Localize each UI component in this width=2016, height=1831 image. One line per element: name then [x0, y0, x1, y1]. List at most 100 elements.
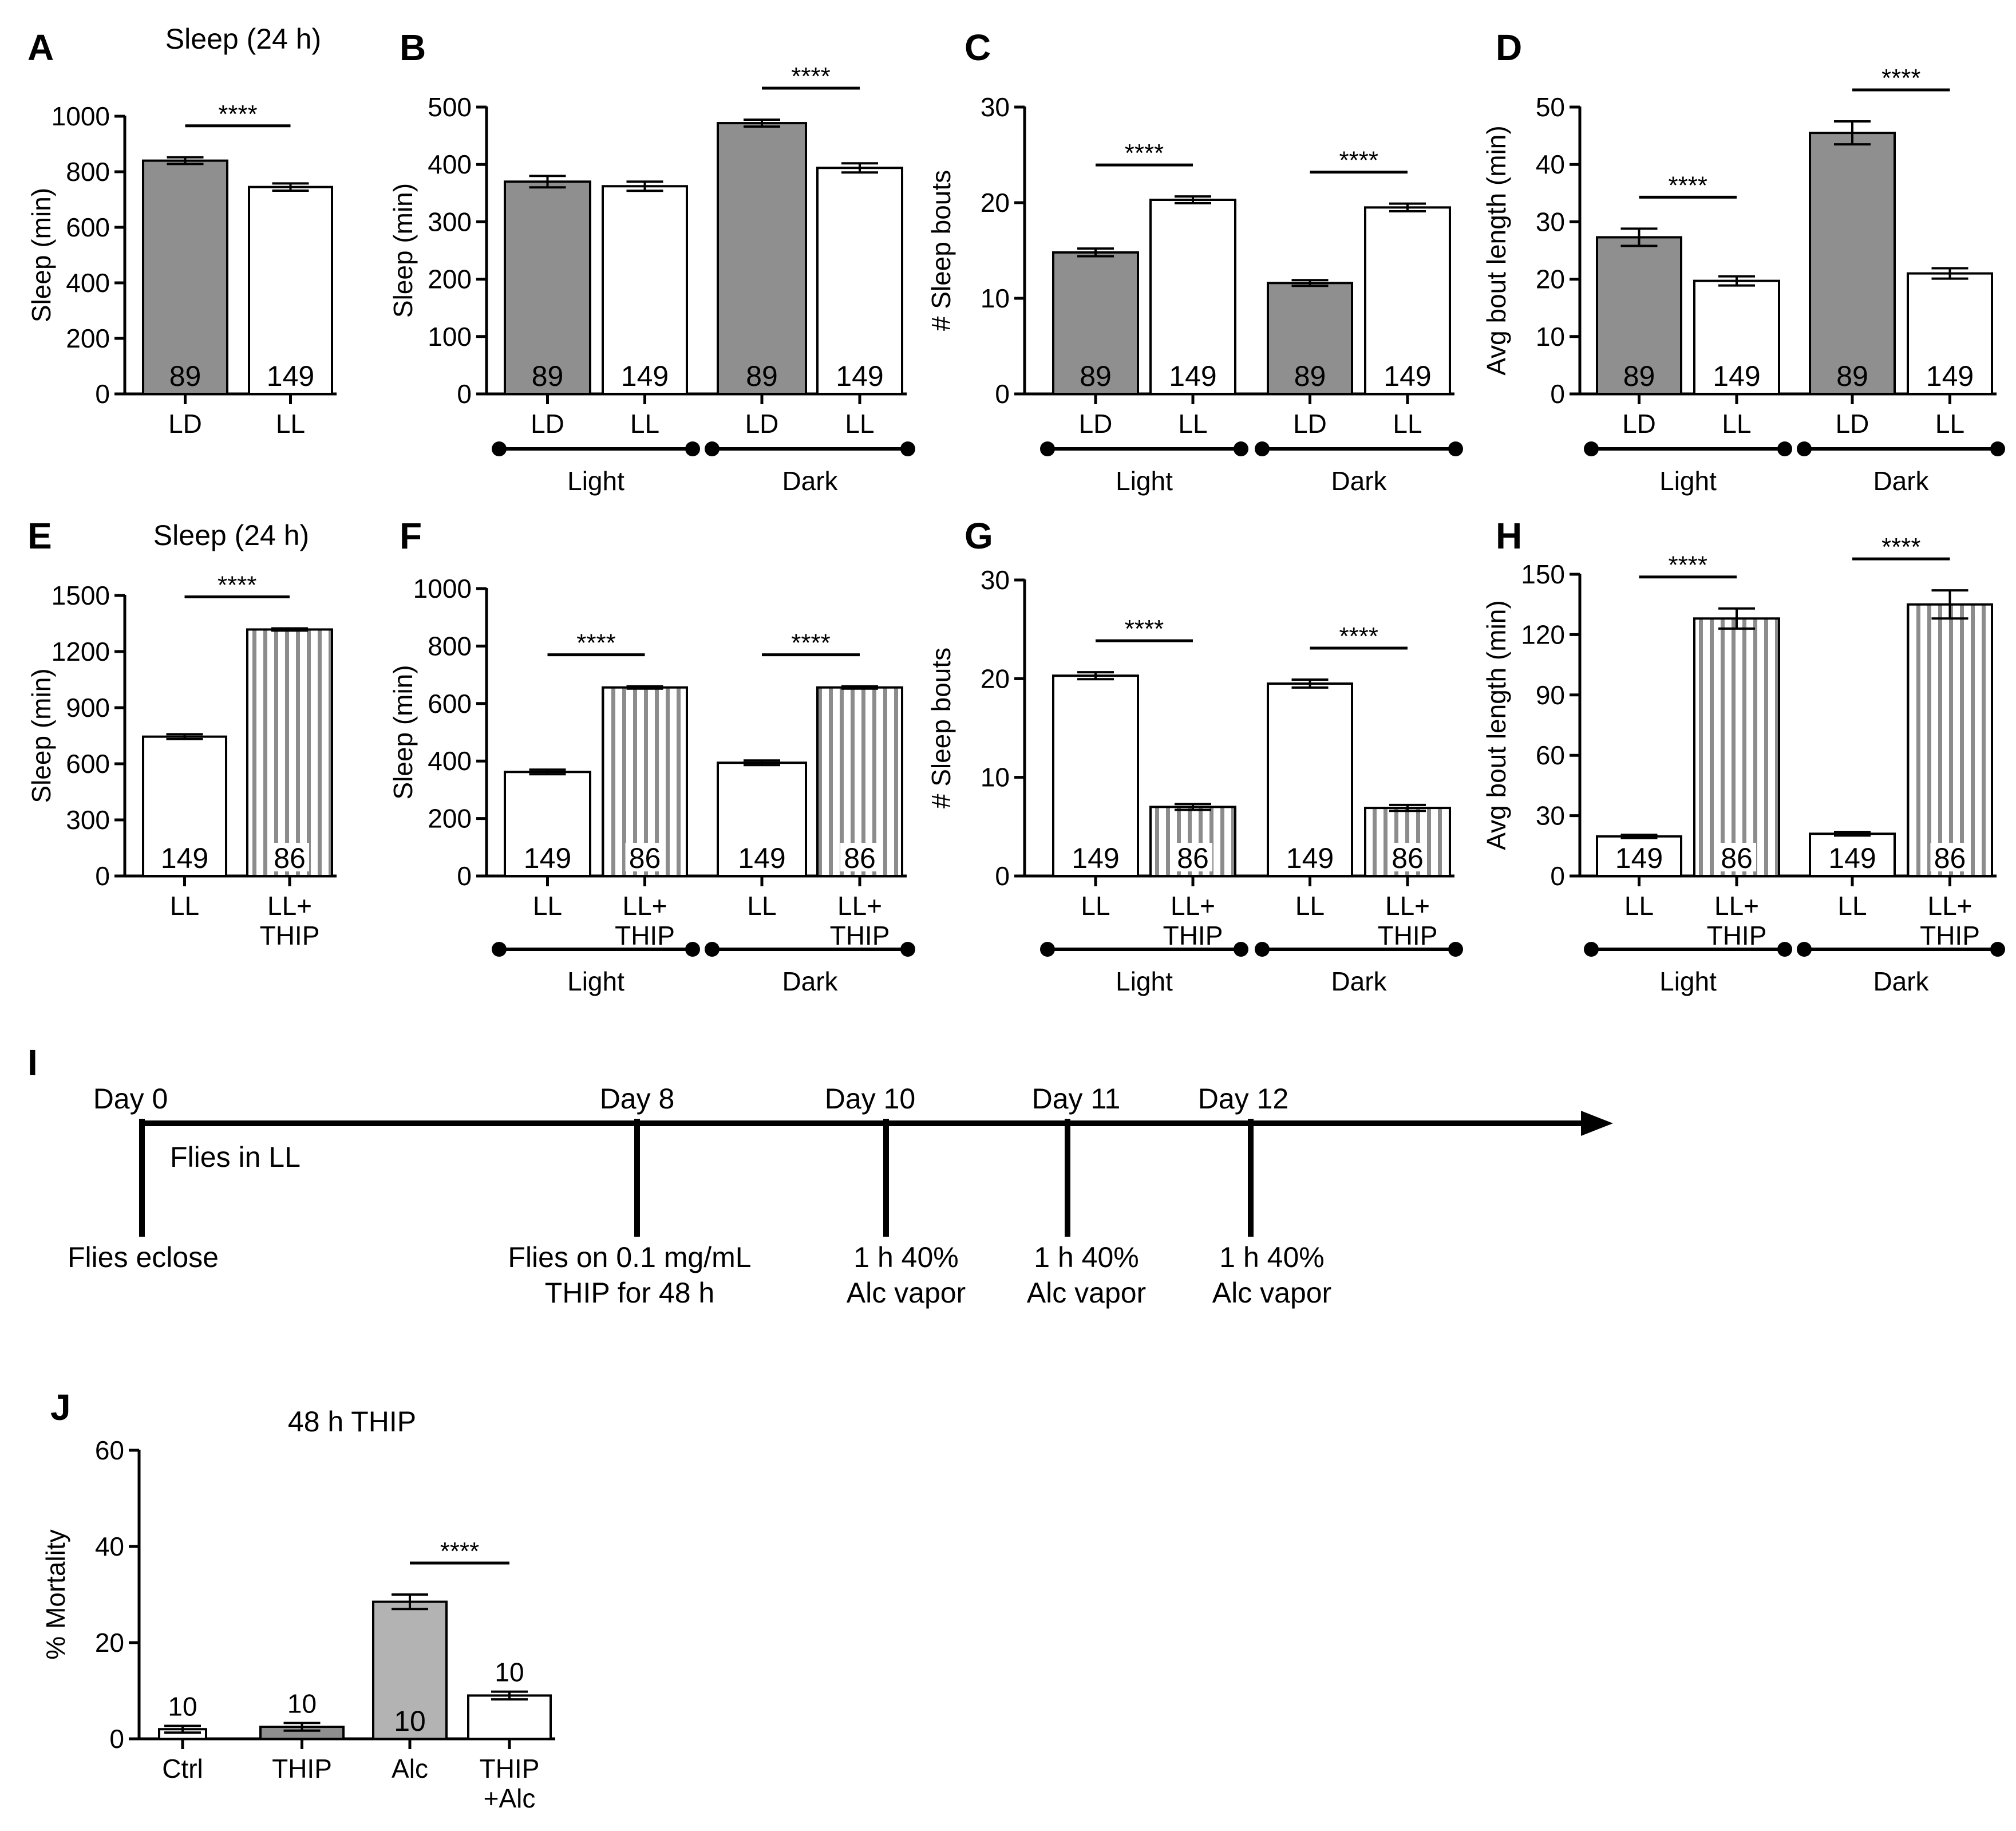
y-tick-label: 0 — [457, 379, 472, 409]
y-tick-label: 400 — [66, 268, 110, 298]
timeline-day-label: Day 0 — [93, 1083, 168, 1115]
group-label: Light — [1659, 966, 1717, 996]
panel-E: E Sleep (24 h) 0 300 600 900 1200 1500 Sleep (mi… — [26, 515, 337, 950]
y-axis-label: % Mortality — [41, 1529, 70, 1659]
x-tick-label: LL — [1178, 409, 1207, 439]
group-label: Light — [1116, 966, 1173, 996]
significance-label: **** — [1339, 147, 1379, 175]
significance-label: **** — [1125, 139, 1164, 167]
bar — [816, 167, 903, 395]
significance-label: **** — [440, 1537, 480, 1565]
timeline-arrowhead — [1581, 1111, 1613, 1136]
y-tick-label: 40 — [1536, 149, 1565, 179]
group-bracket-dot — [492, 942, 507, 957]
significance-label: **** — [218, 100, 258, 128]
n-label: 149 — [1383, 360, 1431, 392]
x-tick-label: LL+ THIP — [1920, 891, 1980, 950]
group-bracket-dot — [1797, 942, 1812, 957]
bar — [246, 628, 333, 878]
x-tick-label: LL — [747, 891, 776, 921]
panel-letter: J — [50, 1387, 71, 1428]
group-label: Light — [1659, 466, 1717, 496]
y-axis-label: # Sleep bouts — [926, 648, 956, 808]
bar — [1693, 617, 1780, 877]
bar — [1364, 206, 1451, 395]
timeline-day-label: Day 12 — [1198, 1083, 1288, 1115]
n-label: 86 — [1721, 842, 1753, 874]
n-label: 10 — [495, 1658, 524, 1687]
bar — [717, 761, 807, 878]
n-label: 149 — [267, 360, 314, 392]
group-bracket-dot — [1584, 942, 1599, 957]
x-tick-label: LL+ THIP — [260, 891, 320, 950]
timeline-day-label: Day 11 — [1032, 1083, 1121, 1115]
x-tick-label: THIP +Alc — [480, 1754, 540, 1813]
y-tick-label: 200 — [428, 804, 472, 834]
n-label: 149 — [621, 360, 669, 392]
y-tick-label: 30 — [1536, 801, 1565, 831]
n-label: 149 — [738, 842, 785, 874]
significance-label: **** — [1339, 622, 1379, 650]
bar — [1052, 674, 1139, 877]
y-tick-label: 20 — [1536, 265, 1565, 294]
x-tick-label: LD — [1293, 409, 1327, 439]
x-tick-label: LD — [1836, 409, 1869, 439]
x-tick-label: LD — [745, 409, 779, 439]
y-tick-label: 60 — [95, 1435, 124, 1465]
n-label: 89 — [1623, 360, 1655, 392]
x-tick-label: LL — [1624, 891, 1654, 921]
n-label-background — [1173, 843, 1212, 871]
group-bracket-dot — [1448, 942, 1463, 957]
panel-J: J 48 h THIP 0 20 40 60 % Mortality Ctrl 10 THIP 10… — [41, 1387, 555, 1813]
y-tick-label: 0 — [1550, 379, 1565, 409]
y-axis-label: # Sleep bouts — [926, 170, 956, 331]
y-tick-label: 200 — [428, 265, 472, 294]
bar — [248, 186, 333, 395]
timeline-day-label: Day 8 — [600, 1083, 675, 1115]
bar — [1693, 279, 1780, 395]
group-bracket-dot — [1584, 441, 1599, 456]
group-bracket-dot — [1040, 441, 1055, 456]
y-tick-label: 0 — [457, 861, 472, 891]
y-tick-label: 10 — [981, 283, 1010, 313]
significance-label: **** — [791, 62, 831, 90]
x-tick-label: LL — [1393, 409, 1422, 439]
n-label: 86 — [629, 842, 661, 874]
n-label: 86 — [1392, 842, 1424, 874]
group-bracket-dot — [900, 942, 915, 957]
group-label: Dark — [1331, 966, 1387, 996]
n-label: 10 — [168, 1691, 197, 1721]
bar — [142, 159, 228, 395]
n-label: 149 — [1072, 842, 1119, 874]
x-tick-label: LL — [1081, 891, 1110, 921]
group-label: Dark — [1331, 466, 1387, 496]
n-label-background — [840, 843, 879, 871]
y-tick-label: 1200 — [52, 637, 110, 666]
group-bracket-dot — [1797, 441, 1812, 456]
y-tick-label: 800 — [428, 631, 472, 661]
group-label: Light — [567, 966, 624, 996]
n-label: 10 — [394, 1705, 426, 1737]
y-tick-label: 200 — [66, 323, 110, 353]
y-tick-label: 400 — [428, 746, 472, 776]
group-bracket-dot — [900, 441, 915, 456]
bar — [1149, 198, 1236, 395]
x-tick-label: LL — [845, 409, 874, 439]
y-tick-label: 40 — [95, 1532, 124, 1561]
timeline-panel-I: I Day 0 Flies eclose Day 8 Flies on 0.1 mg/m… — [27, 1042, 1613, 1309]
y-tick-label: 300 — [66, 805, 110, 835]
group-bracket-dot — [705, 441, 720, 456]
n-label: 149 — [1286, 842, 1334, 874]
panel-letter: I — [27, 1042, 38, 1083]
panel-letter: A — [27, 27, 54, 68]
panel-letter: C — [964, 27, 991, 68]
n-label: 89 — [746, 360, 778, 392]
group-bracket-dot — [685, 942, 700, 957]
panel-C: C 0 10 20 30 # Sleep bouts LD 89 LL 149 LD 89 LL 149 *… — [926, 27, 1463, 496]
n-label-background — [1717, 843, 1756, 871]
group-bracket-dot — [1777, 942, 1792, 957]
group-bracket-dot — [1990, 942, 2005, 957]
panel-A: A Sleep (24 h) 0 200 400 600 800 1000 Sleep (min… — [26, 23, 337, 439]
bar — [467, 1694, 552, 1740]
